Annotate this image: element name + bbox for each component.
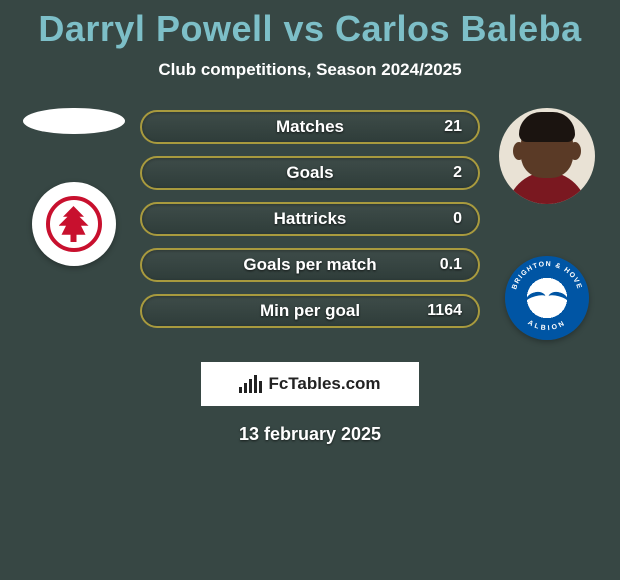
stat-label: Matches: [276, 117, 344, 137]
stat-value-right: 0.1: [440, 256, 462, 274]
club-badge-right: BRIGHTON & HOVE ALBION: [505, 256, 589, 340]
player-left-photo-placeholder: [23, 108, 125, 134]
player-left-column: [5, 108, 140, 266]
watermark-text: FcTables.com: [268, 374, 380, 394]
player-right-photo: [499, 108, 595, 204]
player-avatar-icon: [499, 108, 595, 204]
stat-value-right: 21: [444, 118, 462, 136]
stat-value-right: 1164: [427, 302, 462, 320]
nottingham-forest-icon: [46, 196, 102, 252]
stat-bar-goals: Goals 2: [140, 156, 480, 190]
stat-label: Goals per match: [243, 255, 376, 275]
stat-bar-matches: Matches 21: [140, 110, 480, 144]
date-label: 13 february 2025: [239, 424, 381, 445]
stats-area: Matches 21 Goals 2 Hattricks 0 Goals per…: [0, 108, 620, 340]
stat-bar-min-per-goal: Min per goal 1164: [140, 294, 480, 328]
stat-label: Goals: [286, 163, 333, 183]
svg-text:BRIGHTON & HOVE: BRIGHTON & HOVE: [511, 261, 583, 291]
stat-bars: Matches 21 Goals 2 Hattricks 0 Goals per…: [140, 108, 480, 328]
stat-label: Hattricks: [274, 209, 347, 229]
player-right-column: BRIGHTON & HOVE ALBION: [480, 108, 615, 340]
watermark[interactable]: FcTables.com: [201, 362, 419, 406]
club-badge-left: [32, 182, 116, 266]
page-title: Darryl Powell vs Carlos Baleba: [38, 8, 581, 50]
stat-bar-hattricks: Hattricks 0: [140, 202, 480, 236]
stat-value-right: 2: [453, 164, 462, 182]
svg-text:ALBION: ALBION: [526, 319, 567, 332]
page-subtitle: Club competitions, Season 2024/2025: [158, 60, 461, 80]
seagull-icon: [528, 288, 566, 306]
bar-chart-icon: [239, 375, 262, 393]
stat-value-right: 0: [453, 210, 462, 228]
stat-bar-goals-per-match: Goals per match 0.1: [140, 248, 480, 282]
stat-label: Min per goal: [260, 301, 360, 321]
comparison-card: Darryl Powell vs Carlos Baleba Club comp…: [0, 0, 620, 445]
